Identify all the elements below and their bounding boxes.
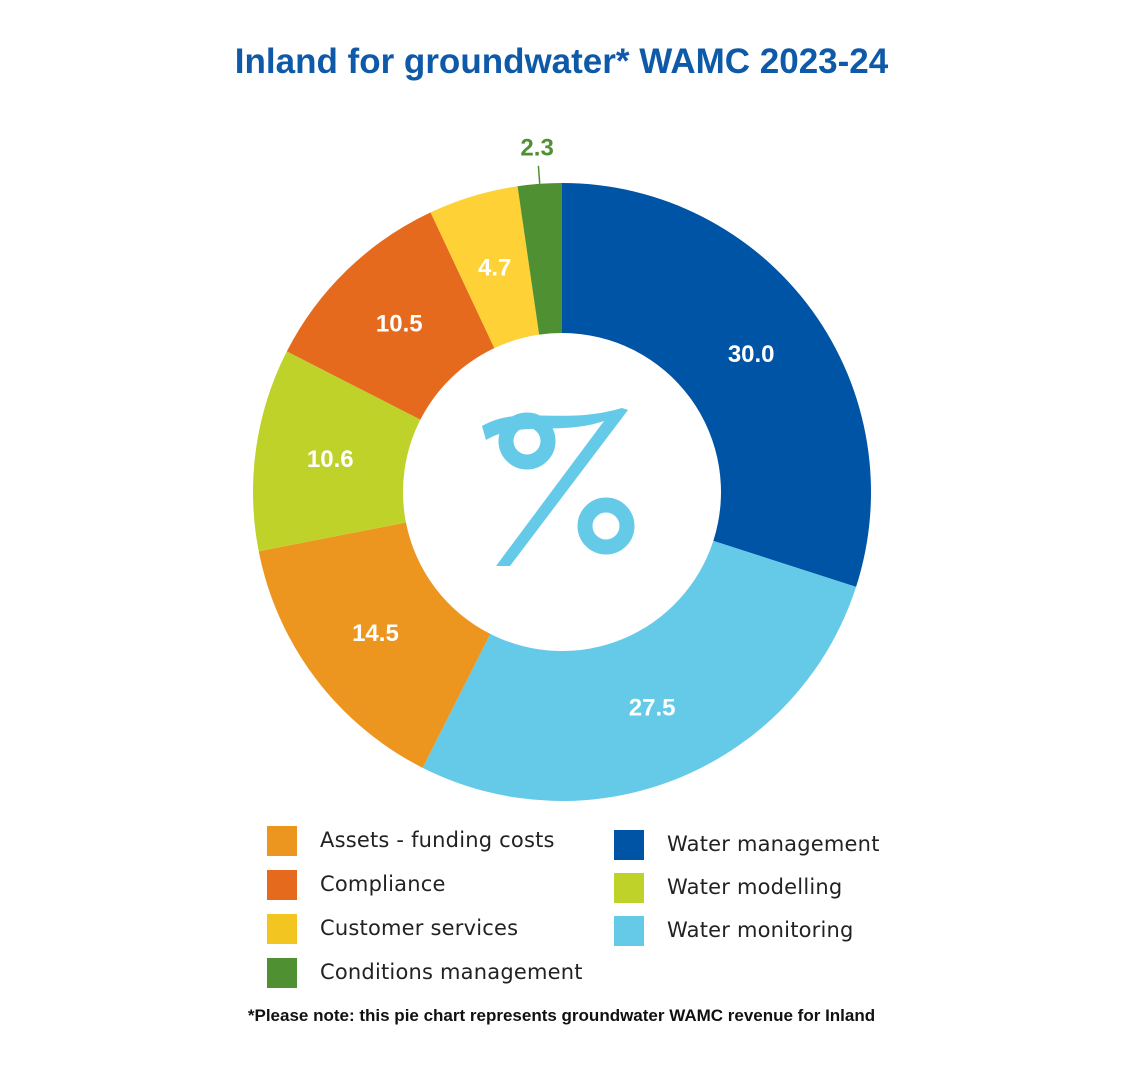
legend-label: Water monitoring xyxy=(667,918,854,942)
legend-label: Conditions management xyxy=(320,960,583,984)
chart-title: Inland for groundwater* WAMC 2023-24 xyxy=(234,42,889,81)
footnote: *Please note: this pie chart represents … xyxy=(247,1006,876,1025)
legend-label: Water management xyxy=(667,832,880,856)
legend-label: Customer services xyxy=(320,916,519,940)
legend-label: Compliance xyxy=(320,872,446,896)
data-label: 10.5 xyxy=(376,310,423,337)
slice-conditions-management xyxy=(517,183,562,335)
slice-compliance xyxy=(286,212,495,420)
legend-swatch xyxy=(267,958,297,988)
percent-icon xyxy=(482,408,635,566)
legend-swatch xyxy=(267,914,297,944)
data-label: 27.5 xyxy=(629,694,676,721)
legend-swatch xyxy=(614,916,644,946)
legend-label: Water modelling xyxy=(667,875,843,899)
slice-water-modelling xyxy=(252,351,421,552)
donut-chart: 30.0 27.5 14.5 10.6 10.5 4.7 2.3 xyxy=(252,134,871,801)
slice-water-monitoring xyxy=(422,540,857,801)
slice-assets-funding-costs xyxy=(258,522,491,768)
data-label: 2.3 xyxy=(520,134,553,161)
legend-label: Assets - funding costs xyxy=(320,828,555,852)
legend-swatch xyxy=(267,826,297,856)
data-label: 4.7 xyxy=(478,254,511,281)
data-label: 10.6 xyxy=(307,446,354,473)
leader-line xyxy=(537,165,541,184)
slice-customer-services xyxy=(430,186,540,349)
legend-swatch xyxy=(267,870,297,900)
data-label: 14.5 xyxy=(352,620,399,647)
data-label: 30.0 xyxy=(728,341,775,368)
legend-swatch xyxy=(614,873,644,903)
slice-water-management xyxy=(562,183,871,587)
legend-swatch xyxy=(614,830,644,860)
